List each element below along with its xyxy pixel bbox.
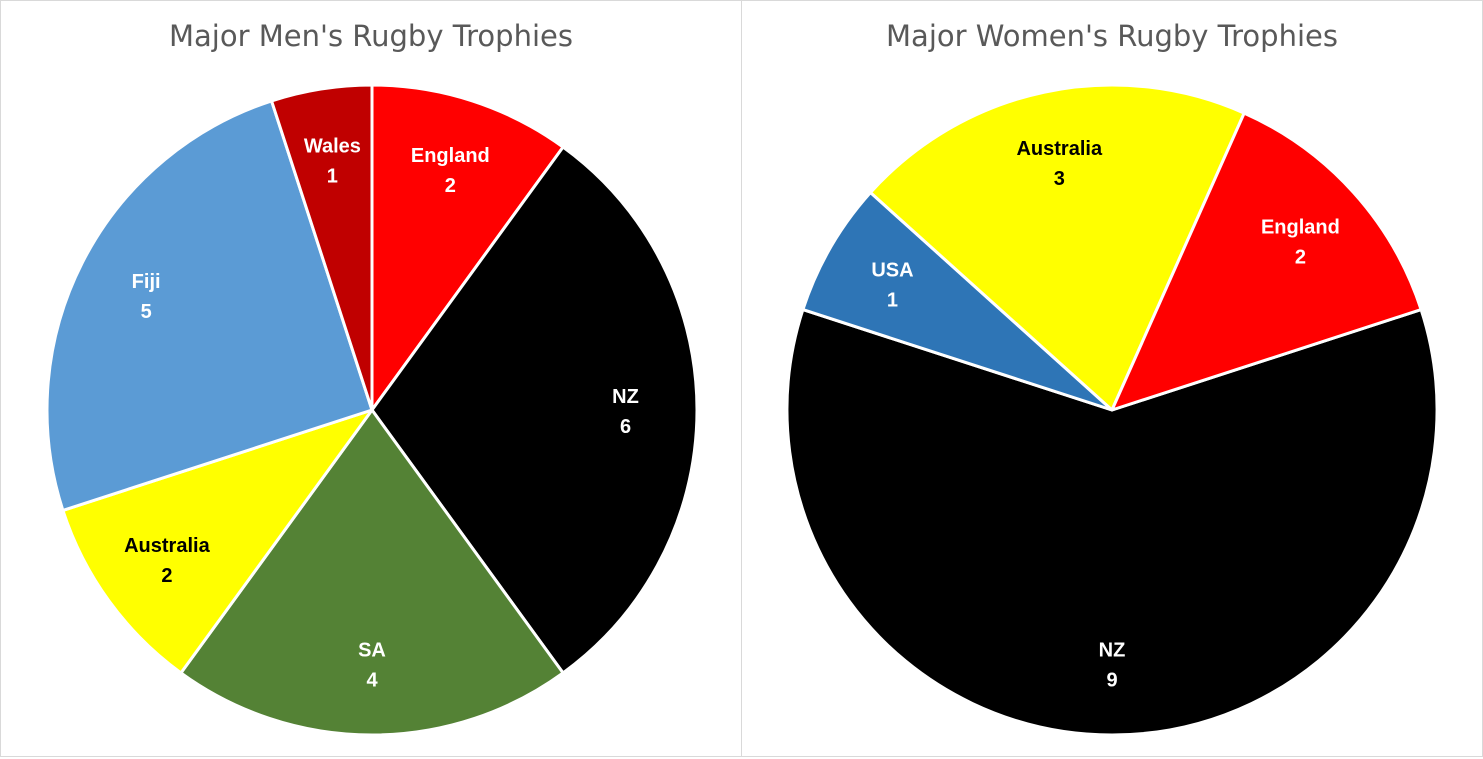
slice-label: Fiji [132,271,161,293]
slice-label: NZ [1099,640,1126,662]
slice-value-label: 2 [161,565,172,587]
slice-value-label: 2 [445,175,456,197]
slice-value-label: 4 [366,670,378,692]
slice-label: England [1261,216,1340,238]
womens-pie-chart: NZ 9 USA 1 Australia 3 England 2 [785,83,1439,737]
pie-slice-england [370,83,565,412]
pie-slice-wales [270,83,374,412]
slice-value-label: 2 [1295,246,1306,268]
pie-slice-australia [868,83,1246,412]
pie-slice-nz [370,145,699,675]
slice-value-label: 9 [1106,670,1117,692]
slice-value-label: 1 [887,289,898,311]
slice-value-label: 1 [327,166,338,188]
slice-label: SA [358,640,386,662]
pie-slice-usa [801,191,1114,412]
slice-label: NZ [612,386,639,408]
slice-value-label: 5 [141,301,152,323]
slice-label: Wales [304,136,361,158]
pie-slice-england [1110,111,1423,412]
slice-label: England [411,145,490,167]
pie-slice-fiji [45,99,374,512]
pie-slice-australia [61,408,374,675]
slice-label: Australia [124,535,210,557]
slice-value-label: 3 [1054,168,1065,190]
chart-title: Major Women's Rugby Trophies [886,19,1338,53]
mens-chart-panel: Major Men's Rugby Trophies England 2 NZ 6 SA… [0,0,742,757]
pie-slice-nz [785,308,1439,737]
pie-slice-sa [179,408,565,737]
slice-value-label: 6 [620,416,631,438]
chart-title: Major Men's Rugby Trophies [169,19,573,53]
womens-chart-panel: Major Women's Rugby Trophies NZ 9 USA 1 Aust… [741,0,1483,757]
mens-pie-chart: England 2 NZ 6 SA 4 Australia 2 Fiji 5 Wales 1 [45,83,699,737]
slice-label: Australia [1016,138,1102,160]
slice-label: USA [871,259,913,281]
